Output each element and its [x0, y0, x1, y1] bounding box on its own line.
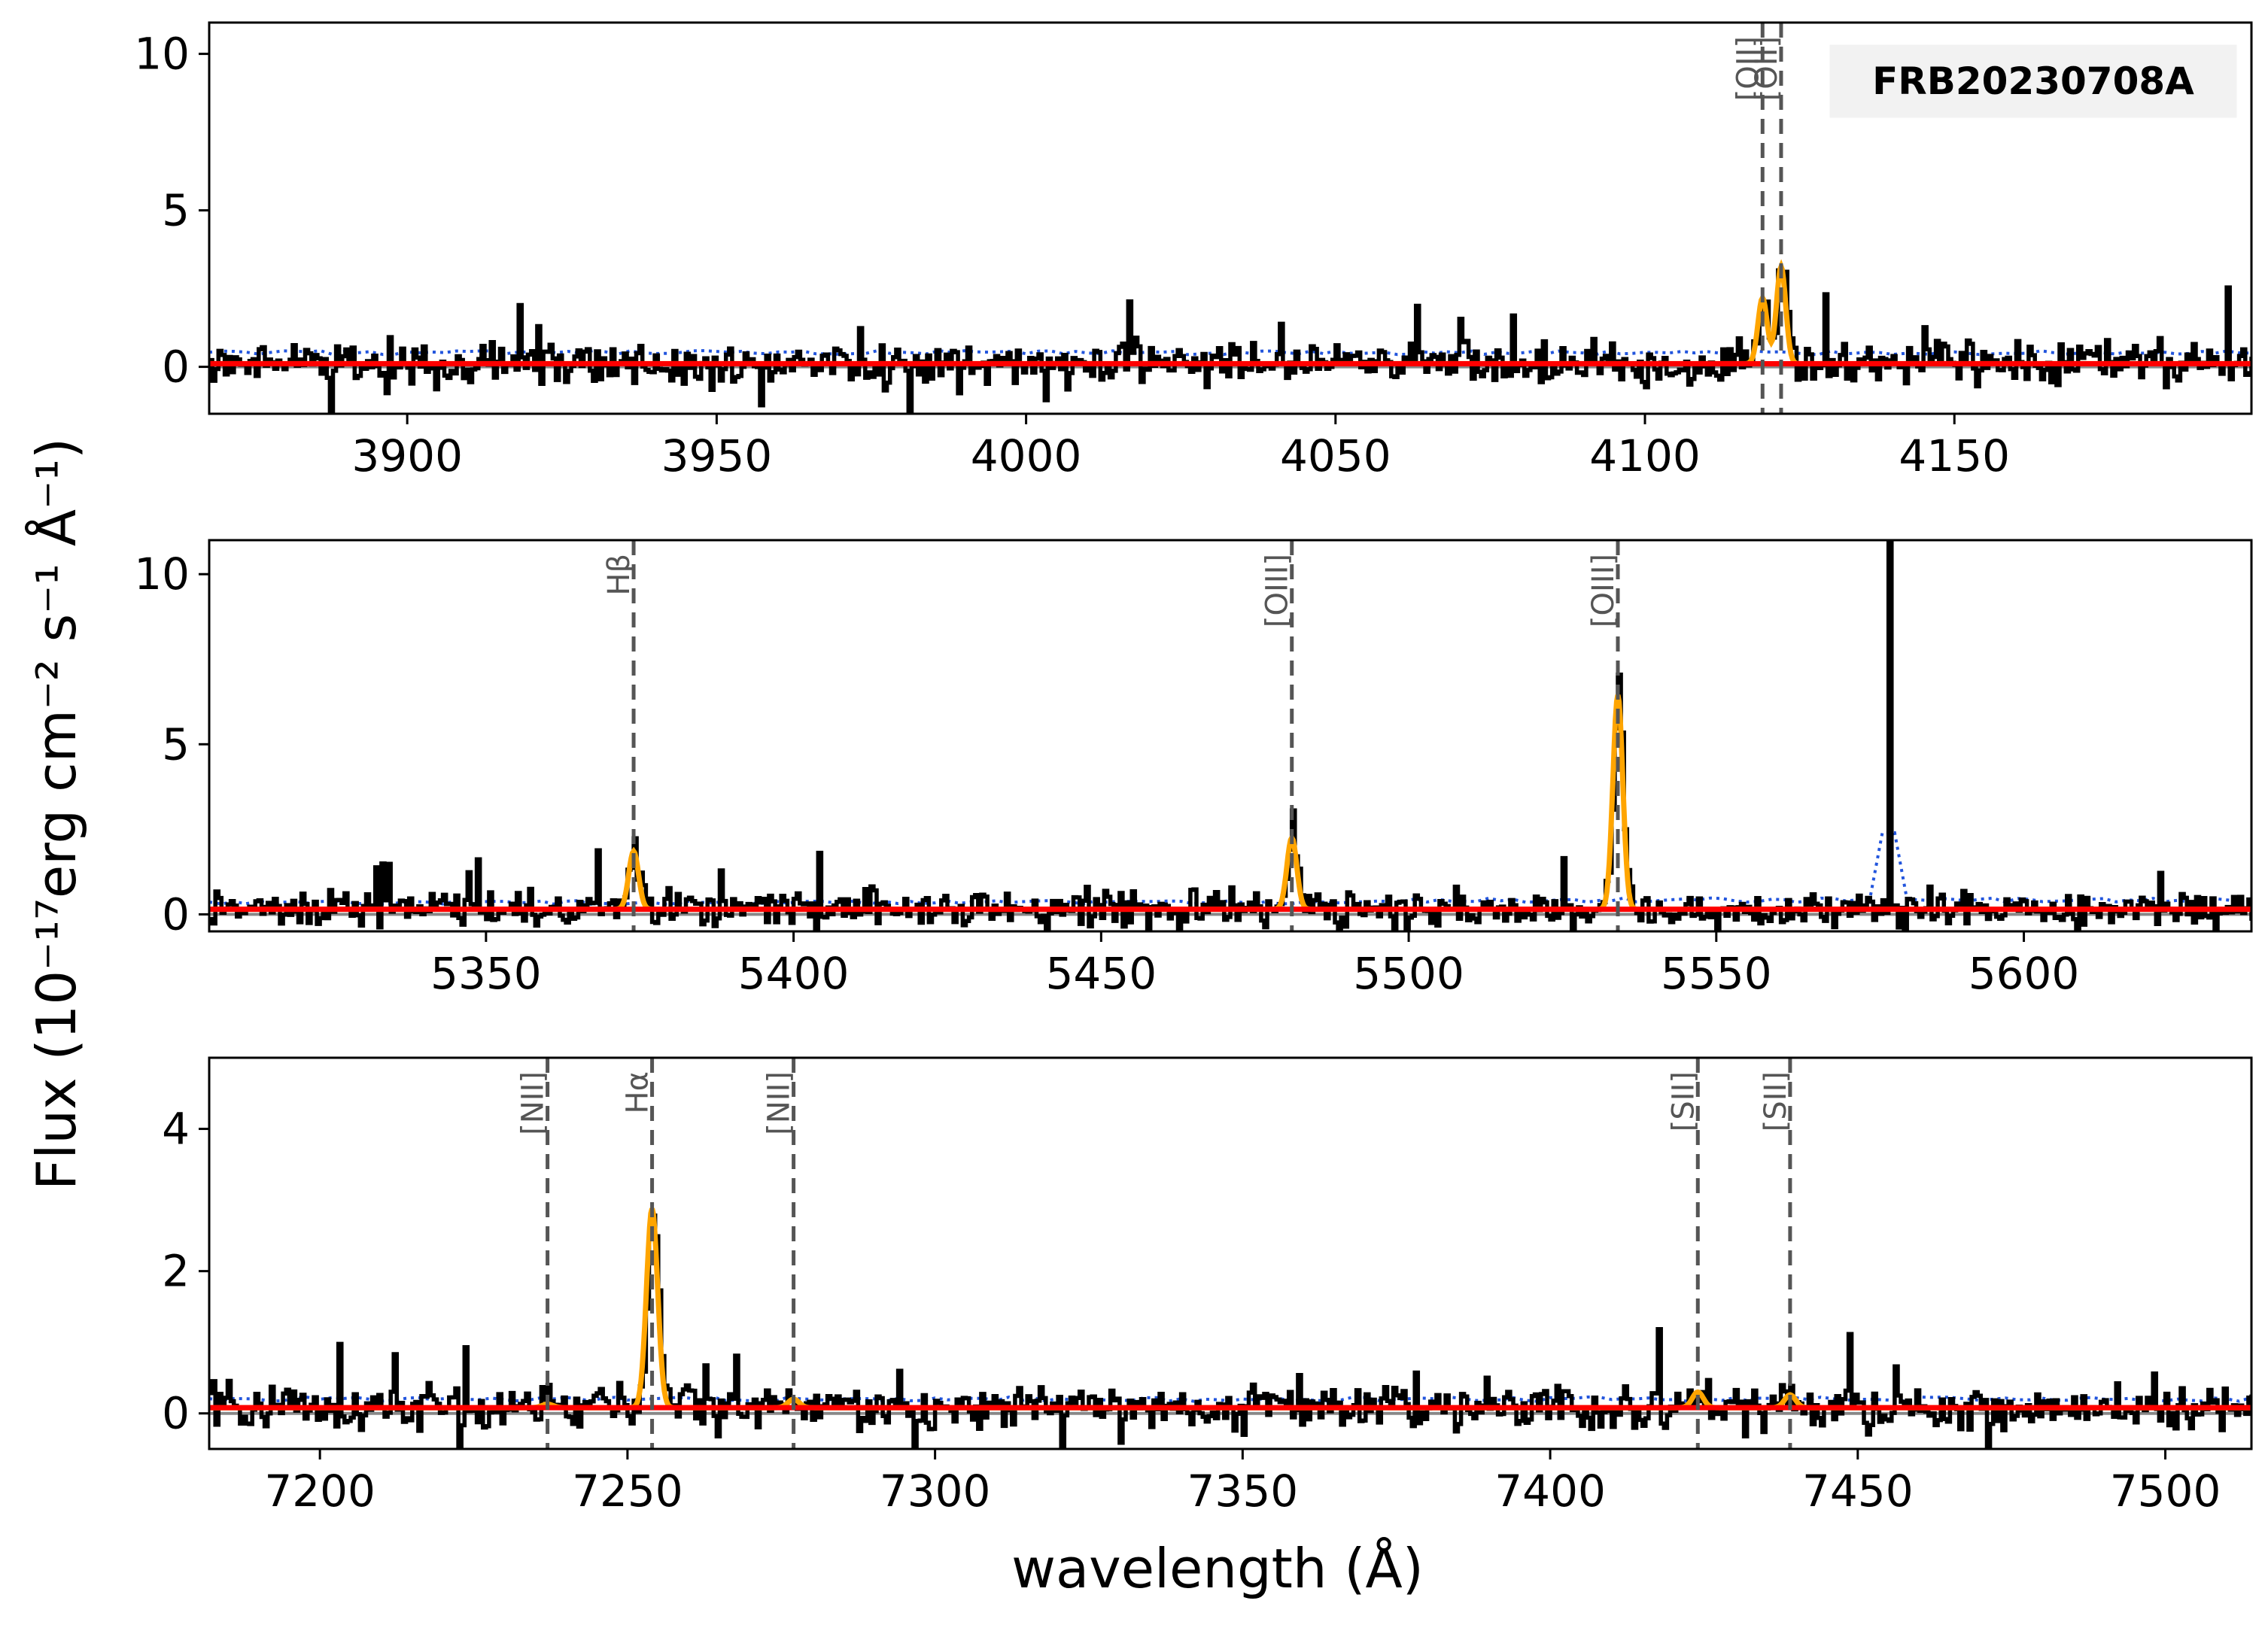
y-tick-label-middle-2: 10 — [134, 548, 190, 600]
badge-box — [1829, 44, 2237, 118]
axes-frame-top — [208, 21, 2253, 415]
panels: [OII][OII]3900 3950 4000 4050 4100 41500510FR… — [134, 21, 2253, 1517]
line-label-bottom-1: Hα — [621, 1071, 655, 1113]
x-tick-label-bottom-1: 7250 — [572, 1466, 683, 1517]
plot-area-top — [209, 259, 2251, 414]
line-label-middle-1: [OIII] — [1260, 554, 1295, 627]
line-label-top-1: [OII] — [1750, 36, 1784, 101]
y-tick-label-top-2: 10 — [134, 29, 190, 80]
x-tick-label-bottom-2: 7300 — [880, 1466, 991, 1517]
y-tick-label-top-1: 5 — [162, 185, 190, 236]
axes-frame-middle — [208, 539, 2253, 933]
x-tick-label-bottom-4: 7400 — [1494, 1466, 1606, 1517]
line-label-bottom-4: [SII] — [1759, 1071, 1793, 1131]
plot-area-middle — [209, 540, 2251, 931]
x-tick-label-middle-2: 5450 — [1046, 948, 1157, 999]
x-tick-label-top-2: 4000 — [971, 430, 1082, 481]
y-tick-label-bottom-2: 4 — [162, 1104, 190, 1155]
panel-middle: Hβ [OIII] [OIII] 5350 5400 5450 5500 5550 5600 0 5… — [134, 539, 2253, 999]
y-tick-label-top-0: 0 — [162, 342, 190, 393]
x-tick-label-top-0: 3900 — [351, 430, 463, 481]
y-axis-title: Flux (10⁻¹⁷erg cm⁻² s⁻¹ Å⁻¹) — [25, 438, 88, 1190]
x-tick-label-top-3: 4050 — [1280, 430, 1391, 481]
line-label-bottom-3: [SII] — [1666, 1071, 1701, 1131]
x-tick-label-middle-5: 5600 — [1969, 948, 2080, 999]
x-tick-label-top-5: 4150 — [1899, 430, 2010, 481]
y-tick-label-middle-0: 0 — [162, 888, 190, 940]
line-label-bottom-2: [NII] — [762, 1071, 797, 1135]
y-tick-label-middle-1: 5 — [162, 718, 190, 770]
x-axis-title: wavelength (Å) — [1011, 1537, 1424, 1600]
x-tick-label-bottom-6: 7500 — [2110, 1466, 2221, 1517]
line-label-top-0: [OII] — [1731, 36, 1765, 101]
badge-label: FRB20230708A — [1872, 59, 2194, 103]
line-label-middle-2: [OIII] — [1586, 554, 1621, 627]
line-label-middle-0: Hβ — [602, 554, 637, 596]
panel-bottom: [NII] Hα [NII] [SII] [SII] 7200 7250 7300 7350 74… — [162, 1056, 2253, 1517]
x-tick-label-top-1: 3950 — [661, 430, 773, 481]
data-spectrum-middle — [209, 540, 2251, 931]
line-label-bottom-0: [NII] — [516, 1071, 551, 1135]
data-spectrum-bottom — [209, 1213, 2251, 1449]
x-tick-label-middle-4: 5550 — [1661, 948, 1772, 999]
y-tick-label-bottom-1: 2 — [162, 1246, 190, 1297]
x-tick-label-middle-1: 5400 — [738, 948, 850, 999]
panel-top: [OII][OII] 3900 3950 4000 4050 4100 4150 0 5 10 FR… — [134, 21, 2253, 481]
fit-model-bottom — [209, 1207, 2251, 1411]
x-tick-label-top-4: 4100 — [1589, 430, 1701, 481]
plot-area-bottom — [209, 1207, 2251, 1449]
axes-frame-bottom — [208, 1056, 2253, 1450]
y-tick-label-bottom-0: 0 — [162, 1388, 190, 1439]
x-tick-label-middle-3: 5500 — [1353, 948, 1464, 999]
x-tick-label-bottom-3: 7350 — [1187, 1466, 1299, 1517]
x-tick-label-bottom-5: 7450 — [1802, 1466, 1914, 1517]
x-tick-label-bottom-0: 7200 — [264, 1466, 375, 1517]
data-spectrum-top — [209, 268, 2251, 414]
x-tick-label-middle-0: 5350 — [430, 948, 542, 999]
fit-model-middle — [209, 694, 2251, 913]
